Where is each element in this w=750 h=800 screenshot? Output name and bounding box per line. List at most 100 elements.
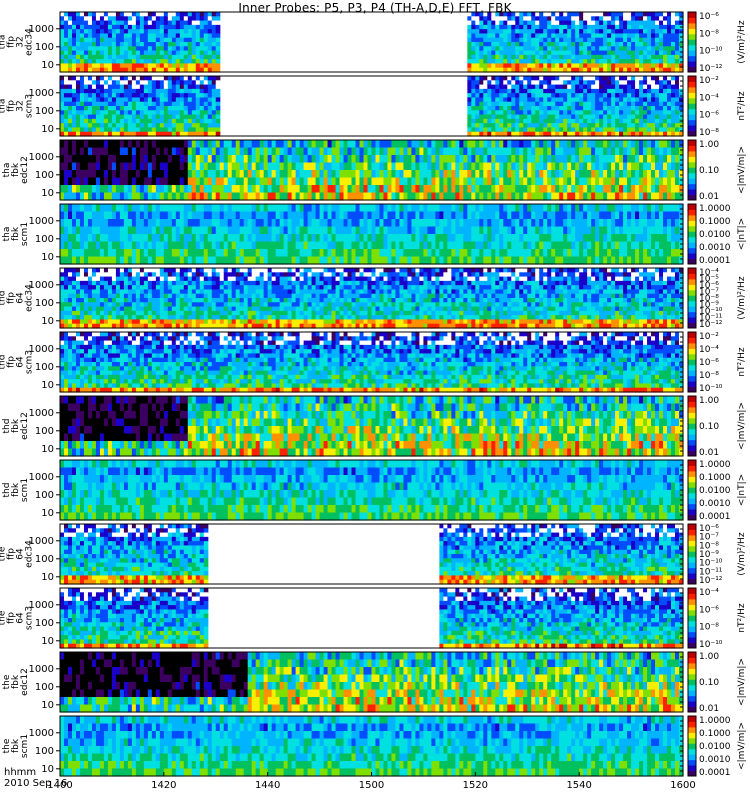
heatmap-cell — [207, 93, 213, 99]
heatmap-cell — [319, 162, 325, 171]
heatmap-cell — [127, 42, 133, 47]
heatmap-cell — [619, 118, 624, 124]
heatmap-cell — [499, 46, 504, 52]
heatmap-cell — [379, 241, 385, 250]
heatmap-cell — [571, 140, 576, 149]
heatmap-cell — [571, 46, 576, 52]
heatmap-cells — [60, 12, 684, 73]
heatmap-cell — [123, 67, 129, 73]
heatmap-cell — [451, 140, 456, 149]
heatmap-cell — [179, 84, 185, 90]
heatmap-cell — [487, 110, 492, 116]
heatmap-cell — [115, 226, 121, 235]
heatmap-cell — [515, 185, 520, 194]
heatmap-cell — [371, 204, 377, 213]
heatmap-cell — [355, 249, 361, 258]
heatmap-cell — [639, 88, 644, 94]
heatmap-cell — [479, 37, 484, 43]
heatmap-cell — [351, 155, 357, 164]
heatmap-cell — [207, 42, 213, 47]
heatmap-cell — [115, 127, 121, 133]
heatmap-cell — [527, 162, 532, 171]
heatmap-cell — [543, 16, 548, 22]
heatmap-cell — [247, 147, 253, 156]
heatmap-cell — [383, 170, 389, 179]
heatmap-cell — [159, 249, 165, 258]
heatmap-cell — [187, 192, 193, 201]
heatmap-cell — [163, 185, 169, 194]
heatmap-cell — [423, 249, 429, 258]
heatmap-cell — [60, 50, 65, 56]
heatmap-cell — [151, 63, 157, 69]
heatmap-cell — [499, 54, 504, 60]
heatmap-cell — [199, 140, 205, 149]
heatmap-cell — [495, 67, 500, 73]
heatmap-cell — [83, 204, 89, 213]
heatmap-cell — [671, 63, 676, 69]
heatmap-cell — [319, 234, 325, 243]
heatmap-cell — [283, 155, 289, 164]
heatmap-cell — [495, 16, 500, 22]
heatmap-cell — [603, 93, 608, 99]
heatmap-cell — [667, 127, 672, 133]
heatmap-cell — [575, 106, 580, 111]
heatmap-cell — [607, 16, 612, 22]
heatmap-cell — [203, 192, 209, 201]
heatmap-cell — [107, 127, 113, 133]
heatmap-cell — [463, 234, 468, 243]
heatmap-cell — [331, 170, 337, 179]
heatmap-cell — [567, 114, 572, 120]
heatmap-cell — [583, 46, 588, 52]
heatmap-cell — [223, 219, 229, 228]
heatmap-cell — [387, 204, 393, 213]
heatmap-cell — [547, 234, 552, 243]
heatmap-cell — [575, 97, 580, 103]
heatmap-cell — [587, 131, 592, 137]
heatmap-cell — [591, 46, 596, 52]
heatmap-cell — [99, 24, 105, 30]
heatmap-cell — [71, 54, 77, 60]
heatmap-cell — [503, 204, 508, 213]
heatmap-cell — [347, 162, 353, 171]
heatmap-cell — [655, 177, 660, 186]
heatmap-cell — [631, 59, 636, 65]
heatmap-cell — [551, 67, 556, 73]
heatmap-cell — [399, 147, 405, 156]
heatmap-cell — [75, 16, 81, 22]
heatmap-cell — [651, 131, 656, 137]
heatmap-cell — [671, 123, 676, 129]
heatmap-cell — [159, 84, 165, 90]
heatmap-cell — [435, 155, 440, 164]
heatmap-cell — [267, 192, 273, 201]
heatmap-cell — [595, 93, 600, 99]
heatmap-cell — [67, 12, 73, 17]
heatmap-cell — [215, 106, 221, 111]
heatmap-cell — [587, 63, 592, 69]
heatmap-cell — [491, 97, 496, 103]
heatmap-cell — [675, 170, 680, 179]
heatmap-cell — [643, 37, 648, 43]
heatmap-cell — [123, 162, 129, 171]
heatmap-cell — [175, 46, 181, 52]
heatmap-cell — [71, 155, 77, 164]
heatmap-cell — [183, 211, 189, 220]
heatmap-cell — [199, 16, 205, 22]
heatmap-cell — [551, 46, 556, 52]
heatmap-cell — [167, 118, 173, 124]
heatmap-cell — [139, 192, 145, 201]
heatmap-cell — [495, 211, 500, 220]
heatmap-cell — [531, 20, 536, 26]
heatmap-cell — [67, 16, 73, 22]
heatmap-cell — [103, 204, 109, 213]
heatmap-cell — [595, 185, 600, 194]
heatmap-cell — [99, 97, 105, 103]
heatmap-cell — [507, 101, 512, 107]
heatmap-cell — [575, 59, 580, 65]
heatmap-cell — [619, 97, 624, 103]
heatmap-cell — [63, 12, 69, 17]
heatmap-cell — [183, 192, 189, 201]
heatmap-cell — [499, 59, 504, 65]
heatmap-cell — [507, 37, 512, 43]
heatmap-cell — [623, 127, 628, 133]
heatmap-cell — [495, 93, 500, 99]
